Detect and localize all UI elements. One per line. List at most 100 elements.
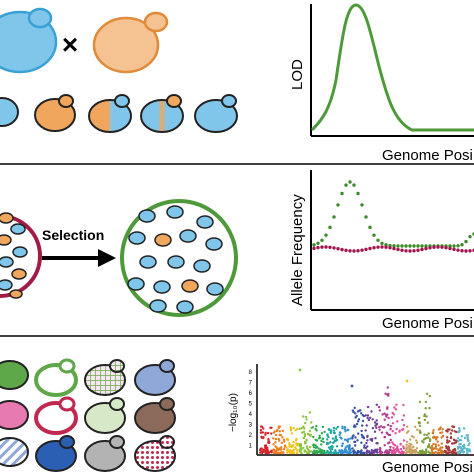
manhattan-point [436, 440, 439, 443]
manhattan-point [346, 444, 349, 448]
manhattan-point [451, 429, 454, 432]
strain-cell [0, 400, 29, 430]
af-magenta-dot [460, 249, 464, 253]
manhattan-point [360, 412, 363, 415]
af-magenta-dot [420, 247, 424, 252]
manhattan-point [364, 414, 367, 417]
manhattan-point [432, 429, 435, 432]
manhattan-point [329, 451, 333, 454]
af-magenta-dot [392, 246, 396, 251]
af-magenta-dot [324, 245, 328, 249]
manhattan-point [391, 449, 394, 453]
manhattan-point [458, 451, 461, 454]
manhattan-point [351, 435, 354, 438]
manhattan-point [343, 438, 347, 441]
manhattan-point [350, 384, 354, 388]
manhattan-point [415, 447, 419, 450]
manhattan-point [361, 414, 364, 417]
manhattan-point [361, 424, 364, 427]
manhattan-point [307, 448, 310, 451]
af-magenta-dot [440, 245, 444, 249]
manhattan-point [416, 428, 419, 431]
af-green-dot [448, 244, 452, 248]
manhattan-point [349, 437, 352, 440]
manhattan-point [402, 445, 405, 448]
af-green-dot [464, 239, 468, 244]
manhattan-point [368, 416, 372, 419]
manhattan-point [296, 427, 299, 431]
manhattan-point [389, 424, 392, 428]
af-green-dot [412, 244, 416, 248]
post-selection-pool [120, 199, 238, 317]
manhattan-point [453, 451, 457, 455]
manhattan-point [320, 439, 323, 443]
manhattan-point [424, 407, 427, 410]
manhattan-point [289, 426, 292, 429]
manhattan-point [445, 441, 449, 444]
manhattan-point [349, 451, 352, 454]
manhattan-point [365, 424, 368, 427]
manhattan-point [332, 431, 336, 435]
manhattan-point [418, 421, 422, 424]
af-green-dot [396, 244, 400, 248]
manhattan-point [383, 418, 386, 421]
manhattan-point [275, 451, 279, 455]
manhattan-point [269, 450, 273, 453]
manhattan-point [384, 392, 387, 395]
manhattan-point [409, 438, 412, 441]
manhattan-point [423, 414, 426, 418]
manhattan-point [331, 441, 335, 444]
af-green-dot [400, 244, 404, 248]
manhattan-ytick-label: 7 [249, 381, 253, 387]
manhattan-point [418, 429, 421, 432]
manhattan-point [294, 446, 297, 449]
allele-frequency-plot: Allele Frequency Genome Posi [289, 170, 474, 332]
manhattan-point [272, 443, 275, 446]
manhattan-ytick-label: 1 [249, 444, 253, 450]
manhattan-point [386, 386, 389, 389]
manhattan-point [330, 429, 333, 432]
af-green-dot [328, 225, 332, 230]
manhattan-point [295, 437, 298, 441]
manhattan-point [262, 436, 265, 440]
af-magenta-dot [356, 249, 360, 253]
manhattan-point [332, 429, 336, 432]
strain-cell [134, 435, 176, 472]
manhattan-point [421, 440, 424, 443]
manhattan-point [391, 422, 395, 425]
af-magenta-dot [376, 245, 380, 249]
manhattan-point [456, 447, 460, 450]
af-green-dot [336, 203, 340, 207]
manhattan-point [398, 429, 401, 432]
manhattan-point [334, 435, 338, 438]
manhattan-point [343, 428, 347, 431]
manhattan-point [315, 451, 319, 454]
manhattan-point [441, 428, 444, 431]
manhattan-point [259, 429, 263, 432]
manhattan-point [456, 437, 460, 440]
manhattan-point [468, 442, 471, 445]
manhattan-point [347, 428, 350, 432]
manhattan-point [344, 450, 347, 454]
manhattan-point [286, 439, 290, 442]
manhattan-point [354, 444, 357, 447]
manhattan-point [355, 451, 358, 455]
pre-selection-pool [0, 212, 42, 299]
manhattan-point [381, 426, 385, 429]
af-magenta-dot [320, 245, 324, 249]
manhattan-point [391, 451, 395, 455]
manhattan-point [339, 436, 342, 439]
manhattan-point [383, 444, 386, 447]
manhattan-point [447, 445, 450, 448]
manhattan-point [305, 451, 309, 454]
manhattan-point [339, 431, 342, 435]
panel-a: × [0, 3, 474, 164]
manhattan-point [310, 421, 313, 424]
manhattan-point [288, 443, 291, 446]
af-magenta-dot [400, 248, 404, 252]
manhattan-point [366, 414, 370, 417]
manhattan-point [391, 411, 394, 415]
manhattan-point [448, 440, 451, 443]
manhattan-point [261, 448, 264, 451]
manhattan-point [453, 442, 456, 445]
